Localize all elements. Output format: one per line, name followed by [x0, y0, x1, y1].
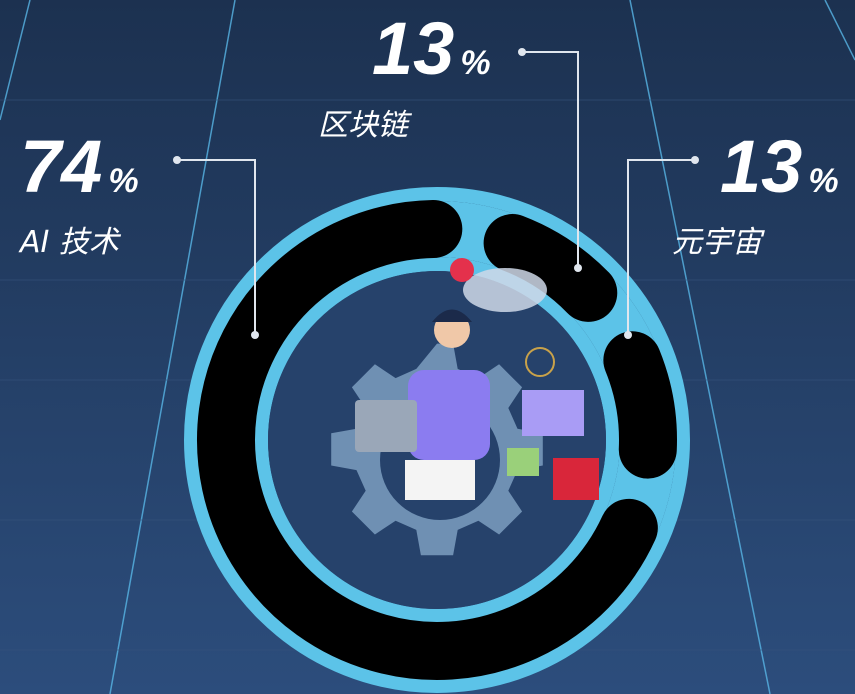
donut-segment — [483, 214, 618, 322]
value-number: 13 — [372, 7, 454, 90]
value-label: 13% — [720, 125, 839, 208]
category-label: 元宇宙 — [672, 225, 765, 260]
value-label: 13% — [372, 7, 491, 90]
value-unit: % — [460, 44, 490, 82]
donut-segment — [603, 331, 677, 479]
leader-dots — [173, 48, 699, 339]
value-label: 74% — [20, 125, 139, 208]
value-number: 13 — [720, 125, 802, 208]
illustration — [331, 258, 599, 556]
value-number: 74 — [20, 125, 102, 208]
value-unit: % — [108, 162, 138, 200]
donut-segment — [197, 200, 658, 680]
inner-ring — [254, 257, 620, 623]
category-label: AI 技术 — [18, 225, 122, 260]
value-unit: % — [808, 162, 838, 200]
outer-ring — [184, 187, 690, 693]
leader-lines — [177, 51, 695, 335]
category-label: 区块链 — [318, 108, 413, 143]
